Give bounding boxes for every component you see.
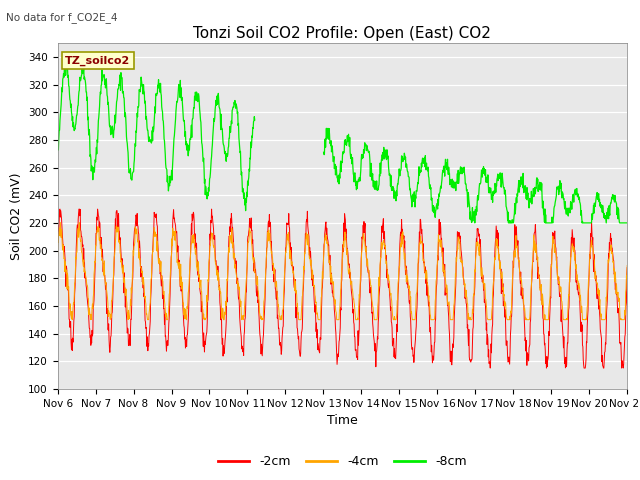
-4cm [556, 289, 564, 295]
-4cm [245, 238, 253, 244]
-4cm [181, 306, 189, 312]
-8cm [623, 220, 631, 226]
-8cm [244, 182, 252, 188]
-2cm [623, 264, 631, 270]
-2cm [56, 206, 64, 212]
-8cm [166, 180, 174, 186]
-4cm [56, 220, 64, 226]
-4cm [168, 257, 175, 263]
-4cm [623, 263, 631, 268]
X-axis label: Time: Time [327, 414, 358, 427]
-8cm [506, 220, 513, 226]
-4cm [432, 294, 440, 300]
Line: -8cm: -8cm [58, 60, 627, 223]
Line: -4cm: -4cm [58, 223, 627, 320]
-2cm [506, 349, 514, 355]
Text: No data for f_CO2E_4: No data for f_CO2E_4 [6, 12, 118, 23]
-4cm [54, 252, 61, 258]
-2cm [431, 319, 439, 324]
-2cm [244, 233, 252, 239]
Title: Tonzi Soil CO2 Profile: Open (East) CO2: Tonzi Soil CO2 Profile: Open (East) CO2 [193, 25, 492, 41]
-8cm [556, 178, 564, 183]
Text: TZ_soilco2: TZ_soilco2 [65, 55, 131, 66]
Line: -2cm: -2cm [58, 209, 627, 368]
-8cm [180, 118, 188, 123]
-2cm [167, 271, 175, 277]
-2cm [181, 336, 189, 342]
Y-axis label: Soil CO2 (mV): Soil CO2 (mV) [10, 172, 22, 260]
-4cm [506, 313, 514, 319]
-2cm [556, 293, 564, 299]
Legend: -2cm, -4cm, -8cm: -2cm, -4cm, -8cm [213, 450, 472, 473]
-2cm [486, 365, 494, 371]
-2cm [54, 237, 61, 243]
-8cm [431, 215, 439, 220]
-4cm [68, 317, 76, 323]
-8cm [54, 144, 61, 150]
